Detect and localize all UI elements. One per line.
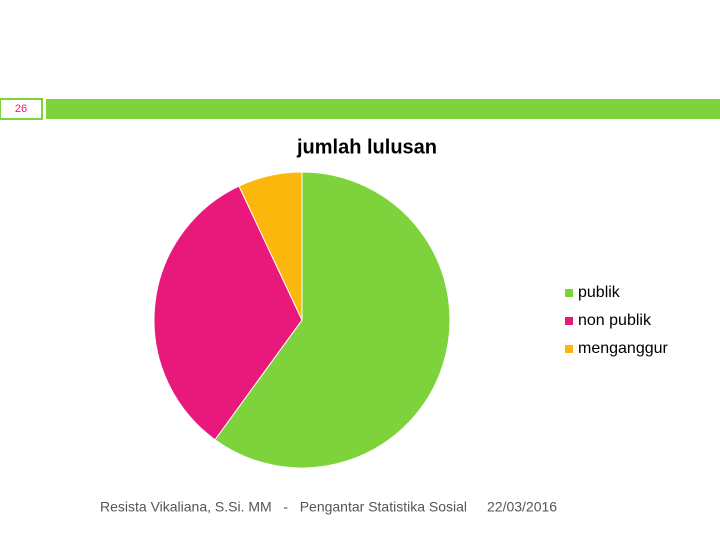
footer-date: 22/03/2016: [487, 499, 557, 515]
chart-title: jumlah lulusan: [296, 136, 437, 158]
footer-author: Resista Vikaliana, S.Si. MM - Pengantar …: [100, 499, 467, 515]
legend-label: non publik: [578, 312, 652, 329]
legend-swatch: [565, 289, 573, 297]
legend: publik non publik menganggur: [565, 284, 669, 357]
legend-label: menganggur: [578, 340, 669, 357]
header-bar: [46, 99, 720, 119]
pie-slice: [238, 171, 303, 321]
pie-slice: [214, 171, 451, 469]
pie-slice: [153, 185, 303, 441]
legend-label: publik: [578, 284, 621, 301]
legend-swatch: [565, 345, 573, 353]
legend-swatch: [565, 317, 573, 325]
slide-number: 26: [15, 103, 27, 115]
pie: [153, 171, 451, 469]
slide-number-box: [0, 98, 43, 120]
